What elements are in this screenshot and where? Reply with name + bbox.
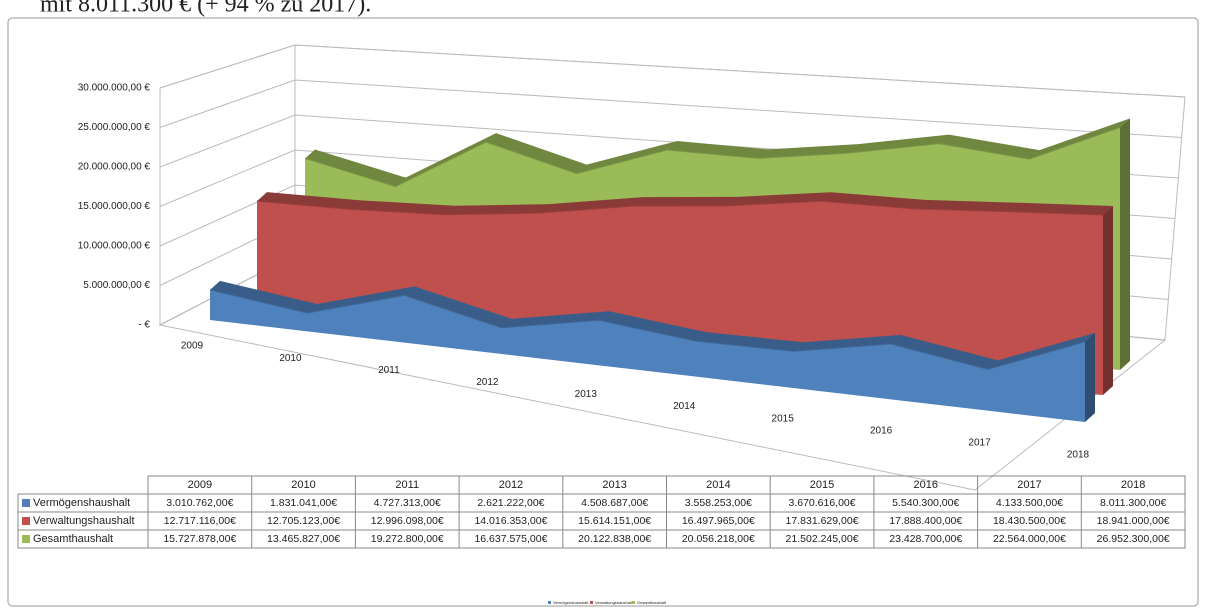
y-tick-label: - € [138,320,150,331]
table-cell: 23.428.700,00€ [889,533,962,545]
x-tick-label: 2012 [476,377,499,388]
table-cell: 26.952.300,00€ [1097,533,1170,545]
table-cell: 14.016.353,00€ [474,515,547,527]
legend-key [632,601,635,604]
x-tick-label: 2015 [772,413,795,424]
table-cell: 15.614.151,00€ [578,515,651,527]
y-tick-label: 10.000.000,00 € [78,241,151,252]
table-header: 2012 [499,479,523,491]
table-cell: 3.010.762,00€ [166,497,233,509]
x-tick-label: 2013 [575,389,598,400]
x-tick-label: 2017 [968,438,991,449]
legend-key [548,601,551,604]
table-cell: 12.705.123,00€ [267,515,340,527]
legend-key [22,499,30,507]
table-cell: 20.056.218,00€ [682,533,755,545]
area-side [1120,118,1130,371]
preceding-text: mit 8.011.300 € (+ 94 % zu 2017). [40,0,371,18]
table-cell: 3.558.253,00€ [685,497,752,509]
legend-key [22,517,30,525]
table-cell: 13.465.827,00€ [267,533,340,545]
table-header: 2017 [1017,479,1041,491]
x-tick-label: 2018 [1067,450,1090,461]
x-tick-label: 2009 [181,341,204,352]
table-cell: 3.670.616,00€ [788,497,855,509]
table-cell: 18.941.000,00€ [1097,515,1170,527]
area-edge [209,289,1086,370]
grid-line [159,44,1186,98]
y-tick-label: 25.000.000,00 € [78,122,151,133]
row-header: Gesamthaushalt [33,533,113,545]
table-cell: 4.508.687,00€ [581,497,648,509]
area-side [1103,206,1113,395]
table-cell: 19.272.800,00€ [371,533,444,545]
legend-label: Gesamthaushalt [637,600,667,605]
table-cell: 8.011.300,00€ [1100,497,1167,509]
table-cell: 21.502.245,00€ [786,533,859,545]
area-side [1085,332,1095,422]
table-cell: 17.831.629,00€ [786,515,859,527]
legend-label: Vermögenshaushalt [553,600,589,605]
y-tick-label: 30.000.000,00 € [78,83,151,94]
row-header: Verwaltungshaushalt [33,515,135,527]
area-top [210,280,1095,370]
table-cell: 22.564.000,00€ [993,533,1066,545]
y-tick-label: 15.000.000,00 € [78,201,151,212]
area-edge [304,126,1121,188]
table-cell: 15.727.878,00€ [163,533,236,545]
table-header: 2010 [291,479,315,491]
table-cell: 12.717.116,00€ [164,515,236,527]
table-header: 2013 [602,479,626,491]
area-edge [256,200,1104,216]
table-header: 2011 [395,479,419,491]
table-cell: 4.133.500,00€ [996,497,1063,509]
legend-label: Verwaltungshaushalt [595,600,633,605]
table-cell: 4.727.313,00€ [374,497,441,509]
area-top [257,192,1113,216]
table-header: 2014 [706,479,730,491]
table-header: 2015 [810,479,834,491]
y-tick-label: 5.000.000,00 € [83,280,150,291]
table-cell: 20.122.838,00€ [578,533,651,545]
table-cell: 2.621.222,00€ [477,497,544,509]
table-cell: 16.497.965,00€ [682,515,755,527]
table-cell: 16.637.575,00€ [474,533,547,545]
legend-key [22,535,30,543]
table-header: 2009 [188,479,212,491]
area-fill [210,289,1085,422]
row-header: Vermögenshaushalt [33,497,130,509]
table-header: 2016 [914,479,938,491]
table-header: 2018 [1121,479,1145,491]
x-tick-label: 2016 [870,425,893,436]
y-tick-label: 20.000.000,00 € [78,162,151,173]
table-cell: 1.831.041,00€ [270,497,337,509]
legend-key [590,601,593,604]
table-cell: 18.430.500,00€ [993,515,1066,527]
x-tick-label: 2010 [279,353,302,364]
grid-line [159,79,1182,138]
table-cell: 5.540.300,00€ [892,497,959,509]
area-top [305,118,1130,187]
table-cell: 12.996.098,00€ [371,515,444,527]
table-cell: 17.888.400,00€ [889,515,962,527]
x-tick-label: 2011 [378,365,400,376]
x-tick-label: 2014 [673,401,696,412]
